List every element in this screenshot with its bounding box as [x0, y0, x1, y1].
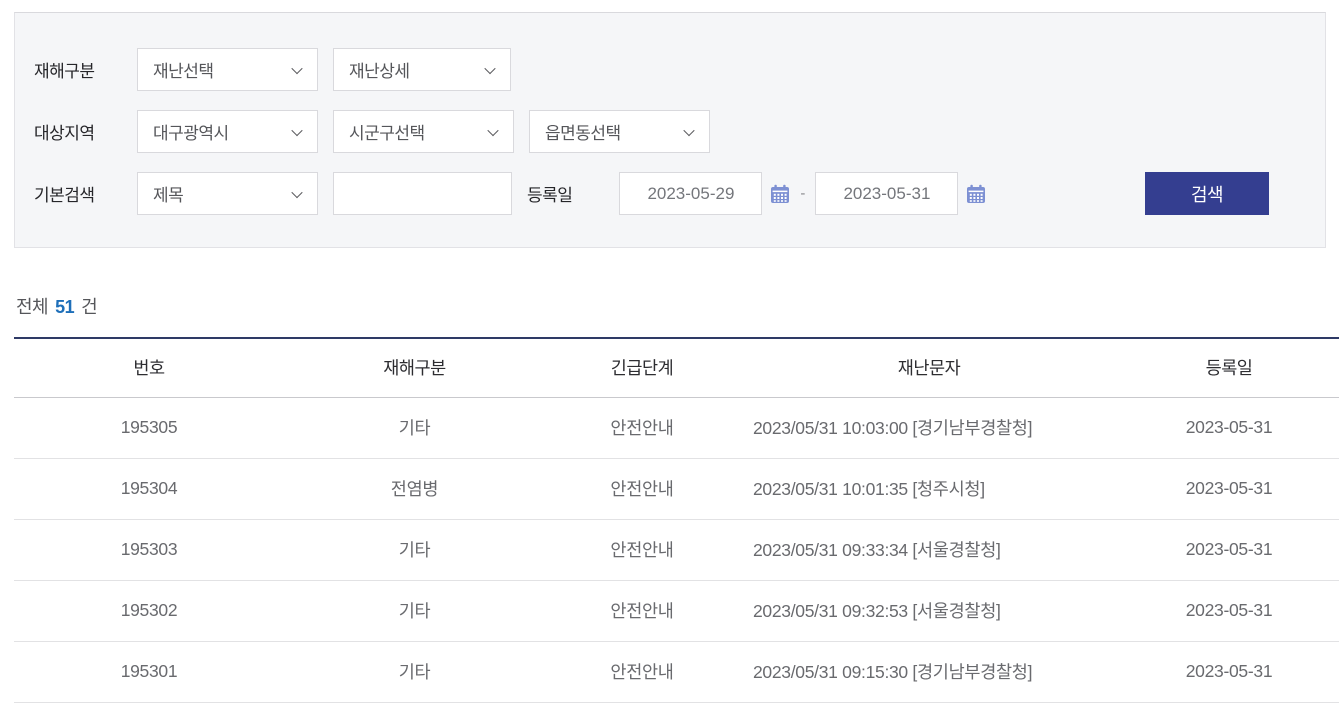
cell-category: 전염병: [284, 458, 545, 520]
cell-number: 195302: [14, 580, 284, 642]
cell-regdate: 2023-05-31: [1119, 580, 1339, 642]
keyword-input[interactable]: [333, 172, 512, 215]
cell-message: 2023/05/31 09:33:34 [서울경찰청]: [739, 519, 1119, 581]
col-header-urgency-level: 긴급단계: [545, 338, 739, 398]
cell-regdate: 2023-05-31: [1119, 397, 1339, 459]
col-header-disaster-category: 재해구분: [284, 338, 545, 398]
cell-message: 2023/05/31 10:03:00 [경기남부경찰청]: [739, 397, 1119, 459]
search-button[interactable]: 검색: [1145, 172, 1269, 215]
cell-message: 2023/05/31 09:32:53 [서울경찰청]: [739, 580, 1119, 642]
select-value: 읍면동선택: [545, 124, 621, 143]
chevron-down-icon: [291, 186, 303, 198]
select-value: 시군구선택: [349, 124, 425, 143]
result-summary: 전체 51 건: [16, 293, 98, 319]
chevron-down-icon: [484, 62, 496, 74]
summary-prefix: 전체: [16, 297, 49, 317]
calendar-icon[interactable]: [770, 184, 790, 204]
cell-urgency: 안전안내: [545, 641, 739, 703]
search-panel: 재해구분 재난선택 재난상세 대상지역 대구광역시 시군구선택 읍면동선택 기본…: [14, 12, 1326, 248]
calendar-icon[interactable]: [966, 184, 986, 204]
date-to-input[interactable]: [815, 172, 959, 215]
cell-category: 기타: [284, 397, 545, 459]
cell-urgency: 안전안내: [545, 397, 739, 459]
disaster-message-table: 번호 재해구분 긴급단계 재난문자 등록일 195305 기타 안전안내 202…: [14, 337, 1339, 703]
search-field-select[interactable]: 제목: [137, 172, 318, 215]
summary-suffix: 건: [81, 297, 98, 317]
form-row-basic-search: 기본검색 제목 등록일 -: [34, 172, 1297, 215]
cell-number: 195305: [14, 397, 284, 459]
date-from-input[interactable]: [619, 172, 763, 215]
form-row-disaster: 재해구분 재난선택 재난상세: [34, 48, 1297, 91]
cell-urgency: 안전안내: [545, 458, 739, 520]
table-row[interactable]: 195304 전염병 안전안내 2023/05/31 10:01:35 [청주시…: [14, 458, 1339, 520]
cell-message: 2023/05/31 10:01:35 [청주시청]: [739, 458, 1119, 520]
form-row-region: 대상지역 대구광역시 시군구선택 읍면동선택: [34, 110, 1297, 153]
table-row[interactable]: 195301 기타 안전안내 2023/05/31 09:15:30 [경기남부…: [14, 641, 1339, 703]
region-label: 대상지역: [34, 124, 95, 143]
cell-regdate: 2023-05-31: [1119, 458, 1339, 520]
chevron-down-icon: [683, 124, 695, 136]
disaster-type-select[interactable]: 재난선택: [137, 48, 318, 91]
select-value: 제목: [153, 186, 184, 205]
select-value: 대구광역시: [153, 124, 229, 143]
cell-number: 195301: [14, 641, 284, 703]
cell-number: 195303: [14, 519, 284, 581]
total-count: 51: [55, 297, 75, 317]
cell-urgency: 안전안내: [545, 519, 739, 581]
region-eupmyeondong-select[interactable]: 읍면동선택: [529, 110, 710, 153]
table-header-row: 번호 재해구분 긴급단계 재난문자 등록일: [14, 338, 1339, 398]
disaster-category-label: 재해구분: [34, 62, 95, 81]
select-value: 재난상세: [349, 62, 410, 81]
select-value: 재난선택: [153, 62, 214, 81]
col-header-number: 번호: [14, 338, 284, 398]
date-range-separator: -: [800, 185, 806, 202]
chevron-down-icon: [291, 124, 303, 136]
chevron-down-icon: [291, 62, 303, 74]
cell-message: 2023/05/31 09:15:30 [경기남부경찰청]: [739, 641, 1119, 703]
region-sigungu-select[interactable]: 시군구선택: [333, 110, 514, 153]
cell-urgency: 안전안내: [545, 580, 739, 642]
cell-category: 기타: [284, 519, 545, 581]
disaster-detail-select[interactable]: 재난상세: [333, 48, 511, 91]
region-sido-select[interactable]: 대구광역시: [137, 110, 318, 153]
table-row[interactable]: 195303 기타 안전안내 2023/05/31 09:33:34 [서울경찰…: [14, 519, 1339, 581]
basic-search-label: 기본검색: [34, 186, 95, 205]
table-row[interactable]: 195305 기타 안전안내 2023/05/31 10:03:00 [경기남부…: [14, 397, 1339, 459]
cell-category: 기타: [284, 641, 545, 703]
chevron-down-icon: [487, 124, 499, 136]
cell-number: 195304: [14, 458, 284, 520]
table-row[interactable]: 195302 기타 안전안내 2023/05/31 09:32:53 [서울경찰…: [14, 580, 1339, 642]
col-header-reg-date: 등록일: [1119, 338, 1339, 398]
cell-regdate: 2023-05-31: [1119, 641, 1339, 703]
col-header-disaster-message: 재난문자: [739, 338, 1119, 398]
cell-regdate: 2023-05-31: [1119, 519, 1339, 581]
reg-date-label: 등록일: [527, 186, 573, 205]
cell-category: 기타: [284, 580, 545, 642]
